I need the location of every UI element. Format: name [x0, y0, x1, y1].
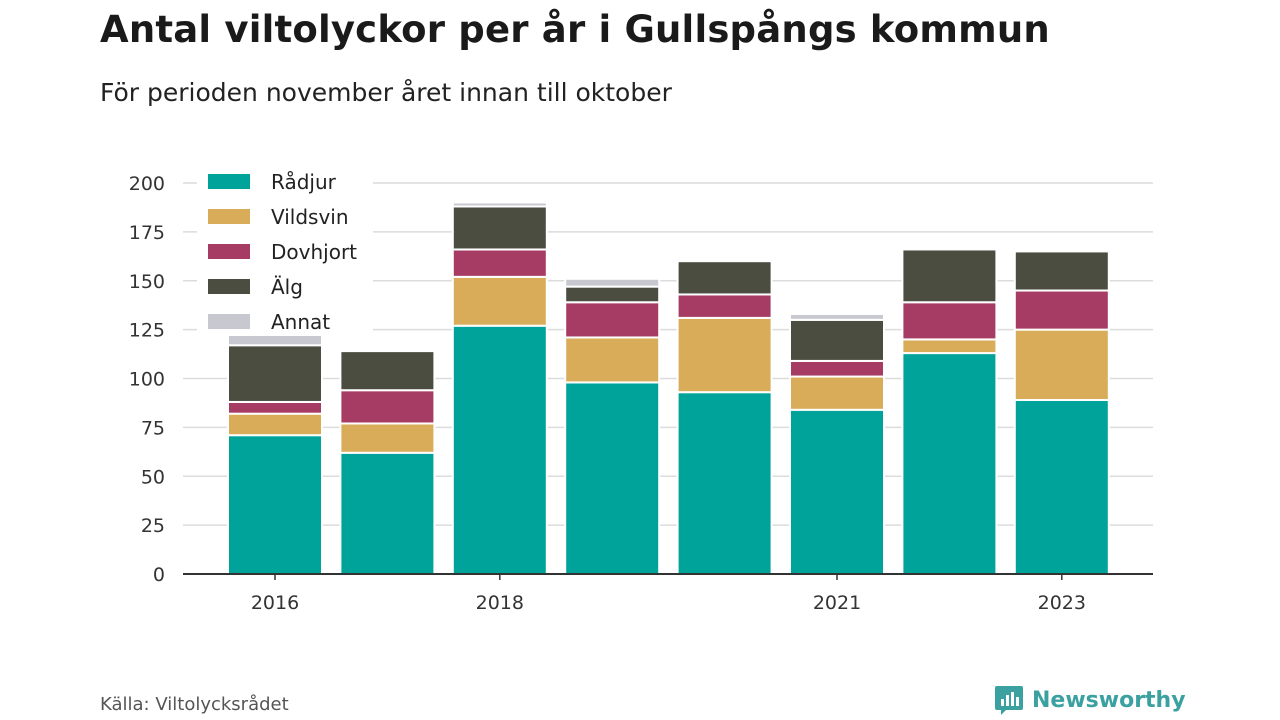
bar-segment-älg[interactable] [227, 344, 323, 403]
bar-segment-rådjur[interactable] [901, 352, 998, 575]
bar-segment-rådjur[interactable] [789, 408, 885, 575]
y-tick-label: 50 [141, 466, 165, 488]
bar-segment-rådjur[interactable] [676, 391, 773, 575]
bar-segment-vildsvin[interactable] [901, 338, 998, 355]
bar-segment-älg[interactable] [901, 248, 998, 304]
legend-swatch [208, 279, 250, 294]
bar-stacks [227, 201, 1110, 576]
y-tick-label: 25 [141, 515, 165, 537]
bar-segment-älg[interactable] [676, 260, 773, 296]
y-tick-label: 125 [129, 320, 165, 342]
bar-segment-älg[interactable] [451, 205, 548, 251]
bar-segment-vildsvin[interactable] [227, 412, 323, 437]
bar-segment-dovhjort[interactable] [339, 389, 436, 425]
chart-title: Antal viltolyckor per år i Gullspångs ko… [100, 8, 1050, 51]
legend-label[interactable]: Vildsvin [271, 205, 349, 229]
bar-segment-älg[interactable] [564, 285, 661, 304]
bar-segment-vildsvin[interactable] [564, 336, 661, 384]
bar-segment-annat[interactable] [451, 201, 548, 208]
bar-segment-rådjur[interactable] [339, 451, 436, 576]
bar-segment-dovhjort[interactable] [901, 301, 998, 341]
bar-segment-vildsvin[interactable] [1013, 328, 1110, 402]
axes: 0 25 50 75 100 125 150 175 200 2016 2018 2021 2023 [129, 173, 1153, 614]
bar-segment-älg[interactable] [789, 318, 885, 362]
y-tick-label: 175 [129, 222, 165, 244]
legend-label[interactable]: Älg [271, 275, 303, 299]
legend-swatch [208, 209, 250, 224]
x-tick-label: 2016 [251, 592, 299, 614]
bar-segment-vildsvin[interactable] [339, 422, 436, 454]
legend-label[interactable]: Dovhjort [271, 240, 357, 264]
bar-segment-dovhjort[interactable] [564, 301, 661, 339]
bar-segment-älg[interactable] [1013, 250, 1110, 292]
bar-segment-annat[interactable] [789, 312, 885, 321]
legend: Rådjur Vildsvin Dovhjort Älg Annat [197, 166, 373, 336]
x-tick-label: 2021 [813, 592, 861, 614]
bar-segment-dovhjort[interactable] [789, 359, 885, 378]
bar-segment-dovhjort[interactable] [451, 248, 548, 278]
source-note: Källa: Viltolycksrådet [100, 694, 289, 715]
chart-subtitle: För perioden november året innan till ok… [100, 78, 672, 107]
legend-label[interactable]: Rådjur [271, 170, 337, 194]
bar-segment-dovhjort[interactable] [1013, 289, 1110, 331]
bar-segment-rådjur[interactable] [227, 434, 323, 575]
newsworthy-brand[interactable]: Newsworthy [994, 684, 1186, 716]
x-tick-label: 2023 [1038, 592, 1086, 614]
brand-name: Newsworthy [1032, 687, 1186, 713]
newsworthy-logo-icon [995, 686, 1023, 715]
y-tick-label: 75 [141, 417, 165, 439]
bar-segment-vildsvin[interactable] [676, 316, 773, 394]
bar-segment-rådjur[interactable] [451, 324, 548, 575]
legend-label[interactable]: Annat [271, 310, 330, 334]
bar-segment-älg[interactable] [339, 350, 436, 392]
bar-segment-dovhjort[interactable] [227, 400, 323, 415]
y-tick-label: 0 [153, 564, 165, 586]
legend-swatch [208, 244, 250, 259]
bar-segment-dovhjort[interactable] [676, 293, 773, 319]
x-tick-label: 2018 [476, 592, 524, 614]
bar-segment-vildsvin[interactable] [789, 375, 885, 411]
legend-swatch [208, 314, 250, 329]
legend-swatch [208, 174, 250, 189]
bar-segment-rådjur[interactable] [1013, 399, 1110, 575]
bar-segment-rådjur[interactable] [564, 381, 661, 575]
y-tick-label: 150 [129, 271, 165, 293]
bar-segment-vildsvin[interactable] [451, 275, 548, 327]
y-tick-label: 200 [129, 173, 165, 195]
y-tick-label: 100 [129, 369, 165, 391]
bar-segment-annat[interactable] [564, 277, 661, 288]
